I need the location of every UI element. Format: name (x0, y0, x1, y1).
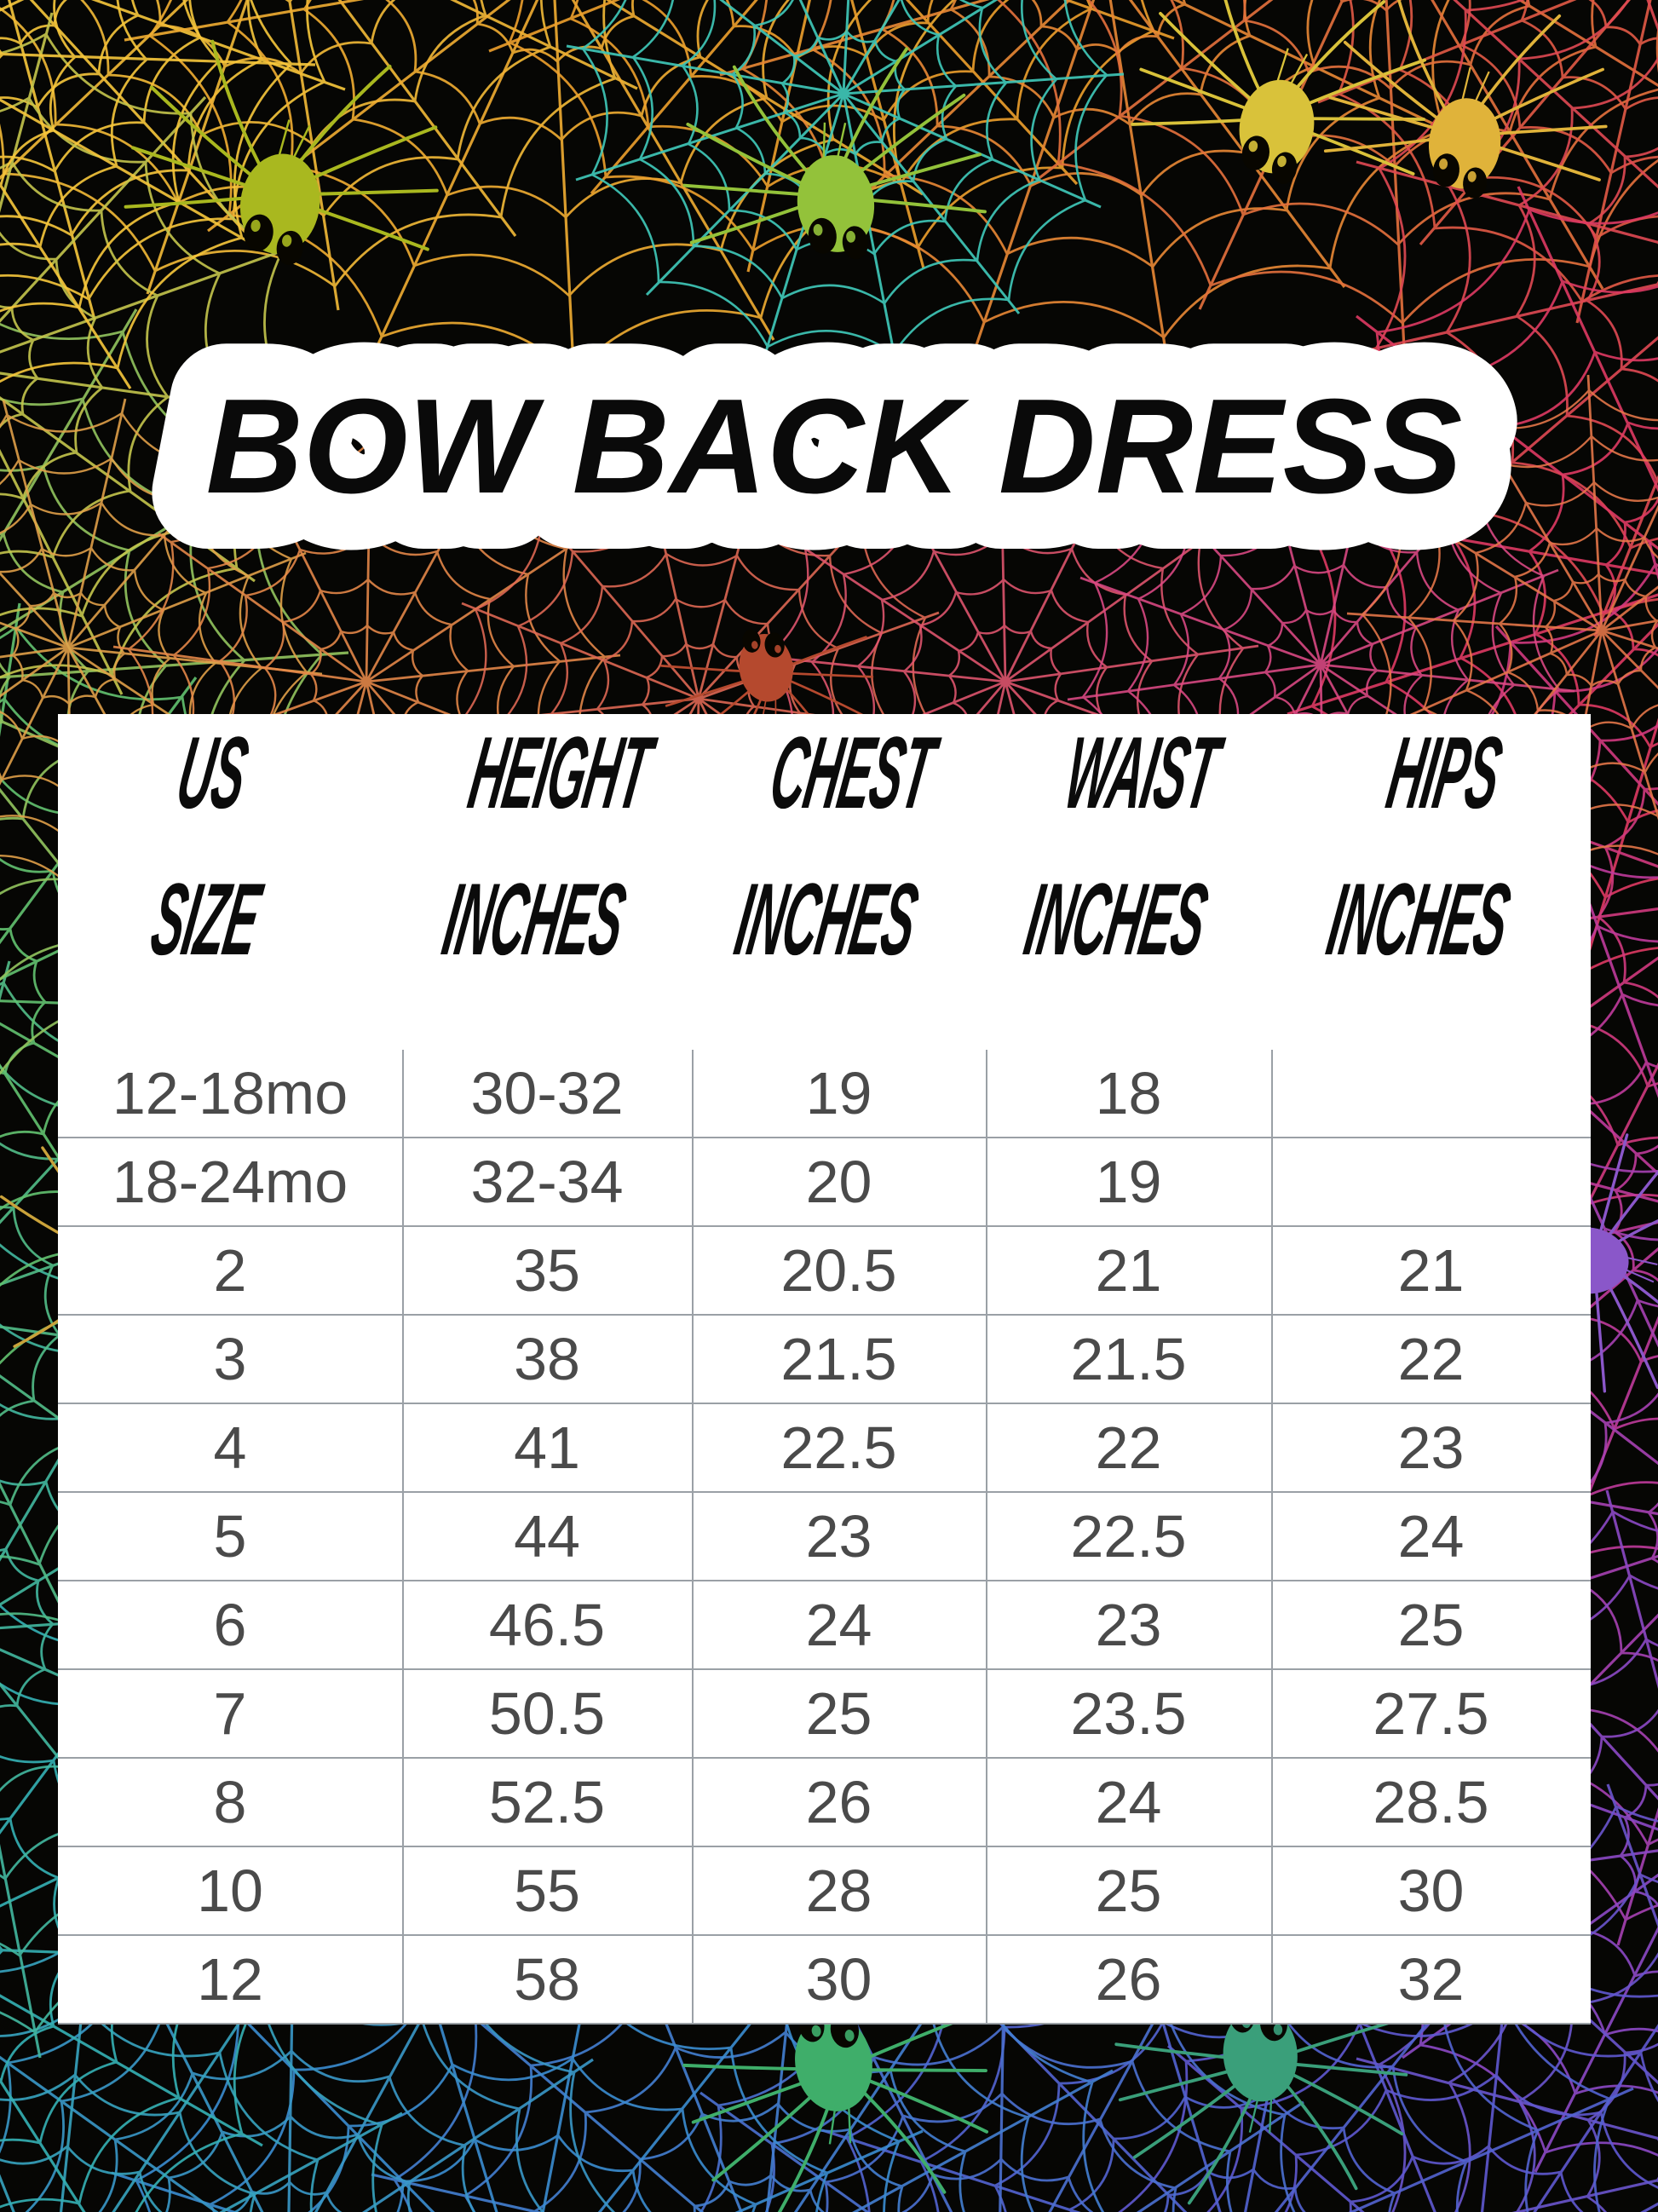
svg-text:BOW BACK DRESS: BOW BACK DRESS (206, 372, 1463, 521)
